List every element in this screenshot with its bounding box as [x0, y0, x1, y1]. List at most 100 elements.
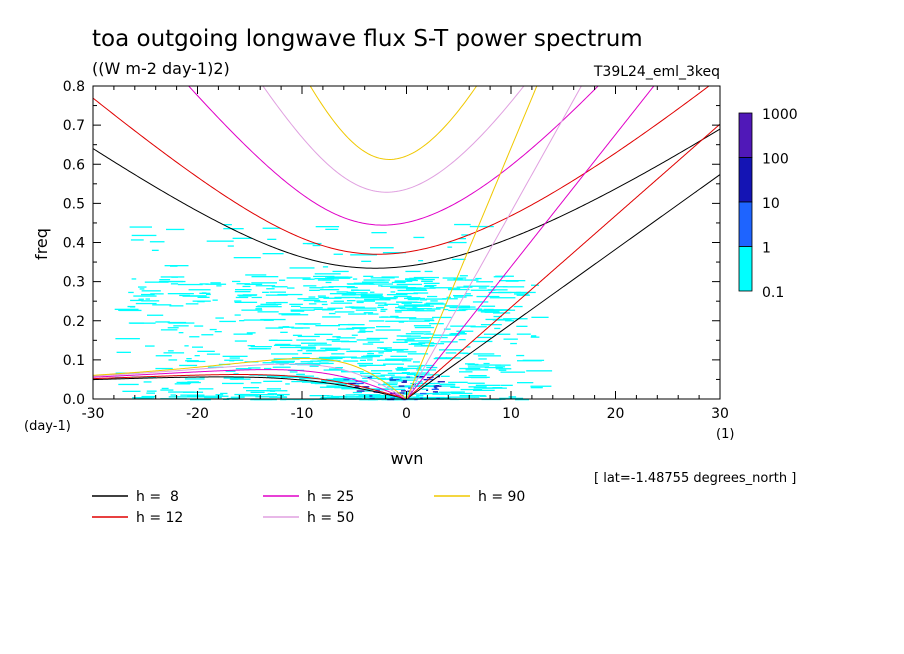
- power-mark: [379, 298, 397, 300]
- power-mark: [353, 394, 381, 396]
- power-mark: [421, 280, 433, 282]
- power-mark: [456, 286, 473, 288]
- power-mark: [395, 378, 400, 381]
- power-mark: [356, 301, 364, 304]
- power-mark: [277, 394, 284, 397]
- power-mark: [436, 307, 445, 309]
- power-mark: [205, 395, 229, 397]
- colorbar-label: 0.1: [762, 285, 784, 301]
- power-mark: [318, 296, 330, 299]
- power-mark: [360, 375, 385, 377]
- power-mark: [516, 325, 528, 327]
- power-mark: [334, 311, 355, 313]
- power-mark: [450, 325, 476, 327]
- y-tick-label: 0.0: [63, 392, 85, 408]
- power-mark: [273, 344, 301, 346]
- power-mark: [396, 351, 417, 353]
- power-mark: [234, 300, 242, 302]
- power-mark: [168, 322, 195, 324]
- power-mark: [408, 343, 423, 345]
- power-mark: [358, 306, 365, 308]
- power-mark: [401, 372, 411, 374]
- power-mark: [405, 278, 424, 280]
- power-mark: [478, 287, 487, 289]
- power-mark: [362, 377, 387, 379]
- power-mark: [273, 301, 288, 304]
- power-mark: [343, 360, 359, 362]
- power-mark: [235, 368, 252, 370]
- power-mark: [183, 391, 204, 393]
- power-mark: [414, 326, 435, 329]
- power-mark: [383, 363, 404, 365]
- power-mark: [531, 335, 537, 337]
- power-mark: [429, 343, 445, 345]
- power-mark: [362, 343, 374, 345]
- power-mark: [430, 300, 438, 302]
- power-mark: [135, 397, 153, 399]
- power-mark: [223, 377, 244, 379]
- power-mark: [281, 314, 309, 316]
- power-mark: [187, 395, 206, 397]
- power-mark: [397, 392, 405, 394]
- power-mark: [397, 305, 423, 307]
- power-mark: [489, 309, 511, 311]
- power-mark: [387, 372, 415, 374]
- power-mark: [502, 286, 525, 288]
- power-mark: [346, 300, 356, 302]
- power-mark: [468, 375, 487, 377]
- inertia-gravity-curve: [188, 86, 599, 226]
- power-mark: [433, 334, 460, 336]
- power-mark: [260, 318, 286, 321]
- power-mark: [513, 305, 523, 308]
- power-mark: [332, 336, 341, 338]
- power-mark: [135, 302, 157, 305]
- power-mark: [351, 289, 359, 291]
- power-mark: [331, 340, 350, 342]
- power-mark: [179, 364, 198, 367]
- power-mark: [424, 270, 433, 273]
- power-mark: [303, 285, 317, 287]
- power-mark: [122, 390, 141, 392]
- power-mark: [421, 336, 448, 339]
- power-mark: [346, 286, 358, 289]
- power-mark: [369, 397, 375, 400]
- power-mark: [531, 284, 539, 286]
- power-mark: [300, 307, 323, 309]
- power-mark: [460, 388, 483, 391]
- x-tick-label: 20: [607, 406, 625, 422]
- power-mark: [382, 350, 392, 352]
- power-mark: [133, 295, 157, 297]
- power-mark: [517, 360, 542, 362]
- power-mark: [318, 349, 338, 351]
- power-mark: [267, 393, 277, 395]
- power-mark: [449, 396, 475, 398]
- power-mark: [530, 387, 543, 389]
- legend-label: h = 50: [307, 510, 354, 526]
- power-mark: [199, 283, 209, 285]
- power-mark: [301, 381, 327, 383]
- power-mark: [465, 363, 475, 365]
- power-mark: [392, 341, 408, 343]
- power-mark: [498, 291, 521, 294]
- power-mark: [448, 381, 468, 383]
- power-mark: [390, 379, 418, 381]
- power-mark: [251, 276, 279, 278]
- power-mark: [414, 398, 418, 401]
- power-mark: [371, 370, 393, 372]
- power-mark: [275, 362, 289, 364]
- power-mark: [360, 295, 383, 297]
- power-mark: [271, 360, 295, 362]
- power-mark: [406, 288, 420, 290]
- power-mark: [309, 287, 324, 289]
- power-mark: [475, 384, 501, 386]
- power-mark: [291, 380, 308, 383]
- power-mark: [251, 296, 262, 299]
- power-mark: [401, 360, 412, 362]
- power-mark: [437, 381, 445, 383]
- power-mark: [406, 373, 417, 376]
- power-mark: [182, 295, 207, 297]
- power-mark: [166, 228, 185, 231]
- power-mark: [360, 296, 384, 298]
- power-mark: [233, 333, 253, 335]
- power-mark: [291, 305, 301, 307]
